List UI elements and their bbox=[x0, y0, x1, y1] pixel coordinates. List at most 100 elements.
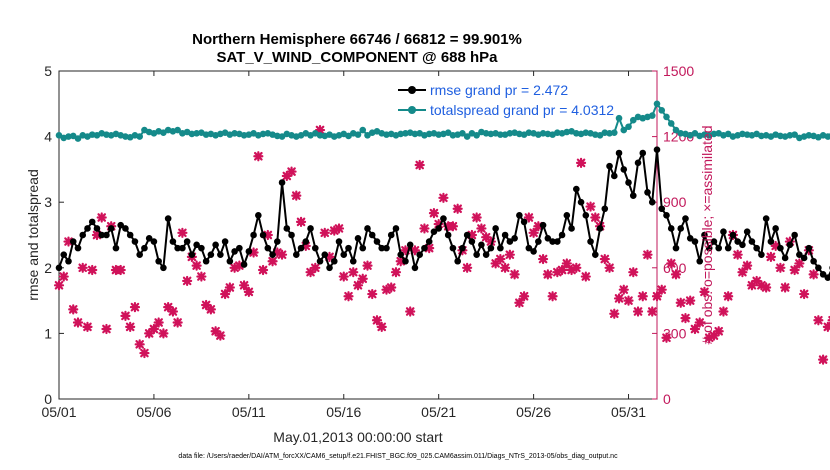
rmse-point bbox=[226, 257, 234, 265]
rmse-point bbox=[667, 225, 675, 232]
rmse-point bbox=[701, 231, 708, 239]
rmse-point bbox=[710, 238, 718, 245]
obs-point bbox=[438, 192, 449, 203]
chart-title-line2: SAT_V_WIND_COMPONENT @ 688 hPa bbox=[216, 49, 498, 66]
obs-point bbox=[329, 225, 340, 236]
obs-point bbox=[761, 282, 772, 293]
rmse-point bbox=[487, 244, 495, 252]
rmse-point bbox=[478, 241, 485, 249]
obs-point bbox=[91, 229, 103, 241]
rmse-point bbox=[682, 215, 689, 222]
rmse-point bbox=[748, 238, 756, 245]
rmse-point bbox=[501, 231, 509, 239]
rmse-point bbox=[402, 257, 409, 265]
rmse-point bbox=[506, 238, 514, 245]
y-left-tick-label: 1 bbox=[44, 325, 52, 341]
obs-point bbox=[220, 288, 231, 300]
rmse-point bbox=[686, 234, 694, 242]
obs-point bbox=[742, 260, 753, 271]
rmse-point bbox=[345, 244, 352, 252]
rmse-point bbox=[482, 251, 490, 258]
rmse-point bbox=[791, 231, 798, 239]
rmse-point bbox=[354, 234, 362, 242]
y-left-tick-label: 4 bbox=[44, 129, 52, 145]
obs-point bbox=[196, 271, 207, 282]
obs-point bbox=[699, 286, 710, 297]
rmse-point bbox=[406, 241, 414, 249]
rmse-point bbox=[805, 244, 813, 252]
rmse-point bbox=[107, 225, 115, 232]
obs-point bbox=[229, 262, 240, 273]
rmse-point bbox=[549, 238, 556, 245]
y-left-tick-label: 2 bbox=[44, 260, 52, 276]
rmse-point bbox=[449, 244, 457, 252]
spread-point bbox=[620, 126, 628, 134]
rmse-point bbox=[601, 205, 609, 213]
rmse-point bbox=[729, 231, 737, 239]
obs-point bbox=[348, 267, 359, 278]
obs-point bbox=[575, 157, 587, 168]
rmse-point bbox=[724, 244, 732, 252]
rmse-point bbox=[126, 231, 134, 239]
rmse-point bbox=[321, 251, 329, 258]
obs-point bbox=[580, 271, 591, 282]
rmse-point bbox=[378, 244, 386, 252]
spread-point bbox=[463, 133, 471, 140]
obs-point bbox=[272, 247, 283, 258]
obs-point bbox=[367, 288, 378, 300]
rmse-point bbox=[88, 218, 96, 226]
footnote: data file: /Users/raeder/DAI/ATM_forcXX/… bbox=[178, 453, 618, 460]
rmse-point bbox=[430, 228, 438, 236]
rmse-point bbox=[221, 238, 229, 245]
rmse-point bbox=[302, 238, 310, 245]
rmse-point bbox=[663, 212, 670, 219]
obs-point bbox=[82, 321, 93, 332]
rmse-point bbox=[217, 251, 224, 258]
obs-point bbox=[675, 297, 686, 308]
spread-point bbox=[615, 114, 623, 122]
x-tick-label: 05/21 bbox=[421, 404, 456, 420]
rmse-point bbox=[274, 238, 281, 245]
obs-point bbox=[765, 251, 777, 262]
rmse-point bbox=[644, 189, 651, 196]
spread-point bbox=[610, 129, 618, 136]
rmse-point bbox=[440, 215, 447, 222]
obs-point bbox=[257, 264, 269, 276]
obs-point bbox=[338, 271, 349, 282]
obs-point bbox=[68, 304, 79, 315]
obs-point bbox=[424, 243, 435, 254]
obs-point bbox=[775, 262, 786, 273]
obs-point bbox=[514, 297, 525, 308]
obs-point bbox=[63, 236, 74, 247]
obs-point bbox=[158, 328, 169, 339]
obs-point bbox=[419, 223, 430, 234]
rmse-point bbox=[796, 251, 803, 258]
rmse-point bbox=[69, 238, 77, 245]
obs-point bbox=[163, 302, 174, 313]
rmse-point bbox=[781, 254, 789, 262]
rmse-point bbox=[359, 244, 367, 252]
obs-point bbox=[647, 306, 658, 317]
rmse-point bbox=[145, 234, 153, 242]
rmse-point bbox=[122, 225, 129, 232]
rmse-point bbox=[421, 244, 428, 252]
obs-point bbox=[632, 306, 644, 317]
rmse-point bbox=[459, 244, 466, 252]
obs-point bbox=[561, 258, 572, 269]
obs-point bbox=[585, 201, 596, 212]
spread-point bbox=[74, 135, 82, 142]
obs-point bbox=[604, 262, 615, 273]
obs-point bbox=[713, 326, 724, 337]
obs-point bbox=[656, 284, 667, 295]
obs-point bbox=[134, 339, 145, 350]
rmse-point bbox=[705, 244, 713, 252]
obs-point bbox=[234, 260, 245, 271]
obs-point bbox=[794, 258, 805, 269]
rmse-point bbox=[720, 228, 727, 236]
rmse-point bbox=[753, 244, 760, 252]
obs-point bbox=[751, 275, 762, 287]
rmse-point bbox=[473, 251, 480, 258]
rmse-point bbox=[278, 179, 286, 186]
obs-point bbox=[414, 159, 425, 171]
obs-point bbox=[613, 293, 625, 304]
